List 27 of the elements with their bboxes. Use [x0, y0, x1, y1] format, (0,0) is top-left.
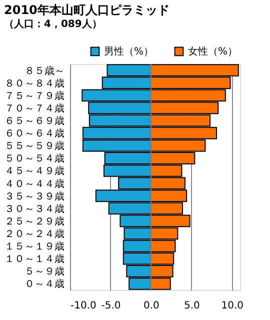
- legend-label: 女性（%）: [188, 45, 238, 58]
- y-tick-label: ８０～８４歳: [4, 77, 64, 90]
- y-tick-label: １０～１４歳: [4, 253, 64, 266]
- y-tick-label: ５５～５９歳: [4, 140, 64, 152]
- y-tick-label: ５～９歳: [24, 266, 64, 278]
- y-tick-label: ６５～６９歳: [4, 115, 64, 127]
- y-tick-label: ４５～４９歳: [4, 165, 64, 178]
- chart-subtitle: （人口：4，089人）: [4, 18, 102, 30]
- y-tick-label: ４０～４４歳: [4, 178, 64, 190]
- y-tick-label: ０～４歳: [24, 278, 64, 290]
- y-tick-label: ８５歳～: [24, 64, 64, 77]
- legend-label: 男性（%）: [104, 45, 154, 58]
- y-tick-label: １５～１９歳: [4, 240, 64, 253]
- x-tick-label: 10.0: [221, 300, 244, 312]
- x-tick-label: 5.0: [184, 300, 200, 312]
- chart-title: 2010年本山町人口ピラミッド: [4, 3, 170, 17]
- y-tick-label: ５０～５４歳: [4, 152, 64, 165]
- y-tick-label: ７５～７９歳: [4, 90, 64, 102]
- y-tick-label: ３５～３９歳: [4, 190, 64, 202]
- x-tick-label: -5.0: [101, 300, 121, 312]
- x-tick-label: -10.0: [70, 300, 96, 312]
- y-tick-label: ３０～３４歳: [4, 202, 64, 215]
- y-tick-label: ２５～２９歳: [4, 215, 64, 228]
- y-tick-label: ７０～７４歳: [4, 102, 64, 114]
- x-tick-label: 0.0: [144, 300, 160, 312]
- y-tick-label: ２０～２４歳: [4, 228, 64, 240]
- y-tick-label: ６０～６４歳: [4, 128, 64, 140]
